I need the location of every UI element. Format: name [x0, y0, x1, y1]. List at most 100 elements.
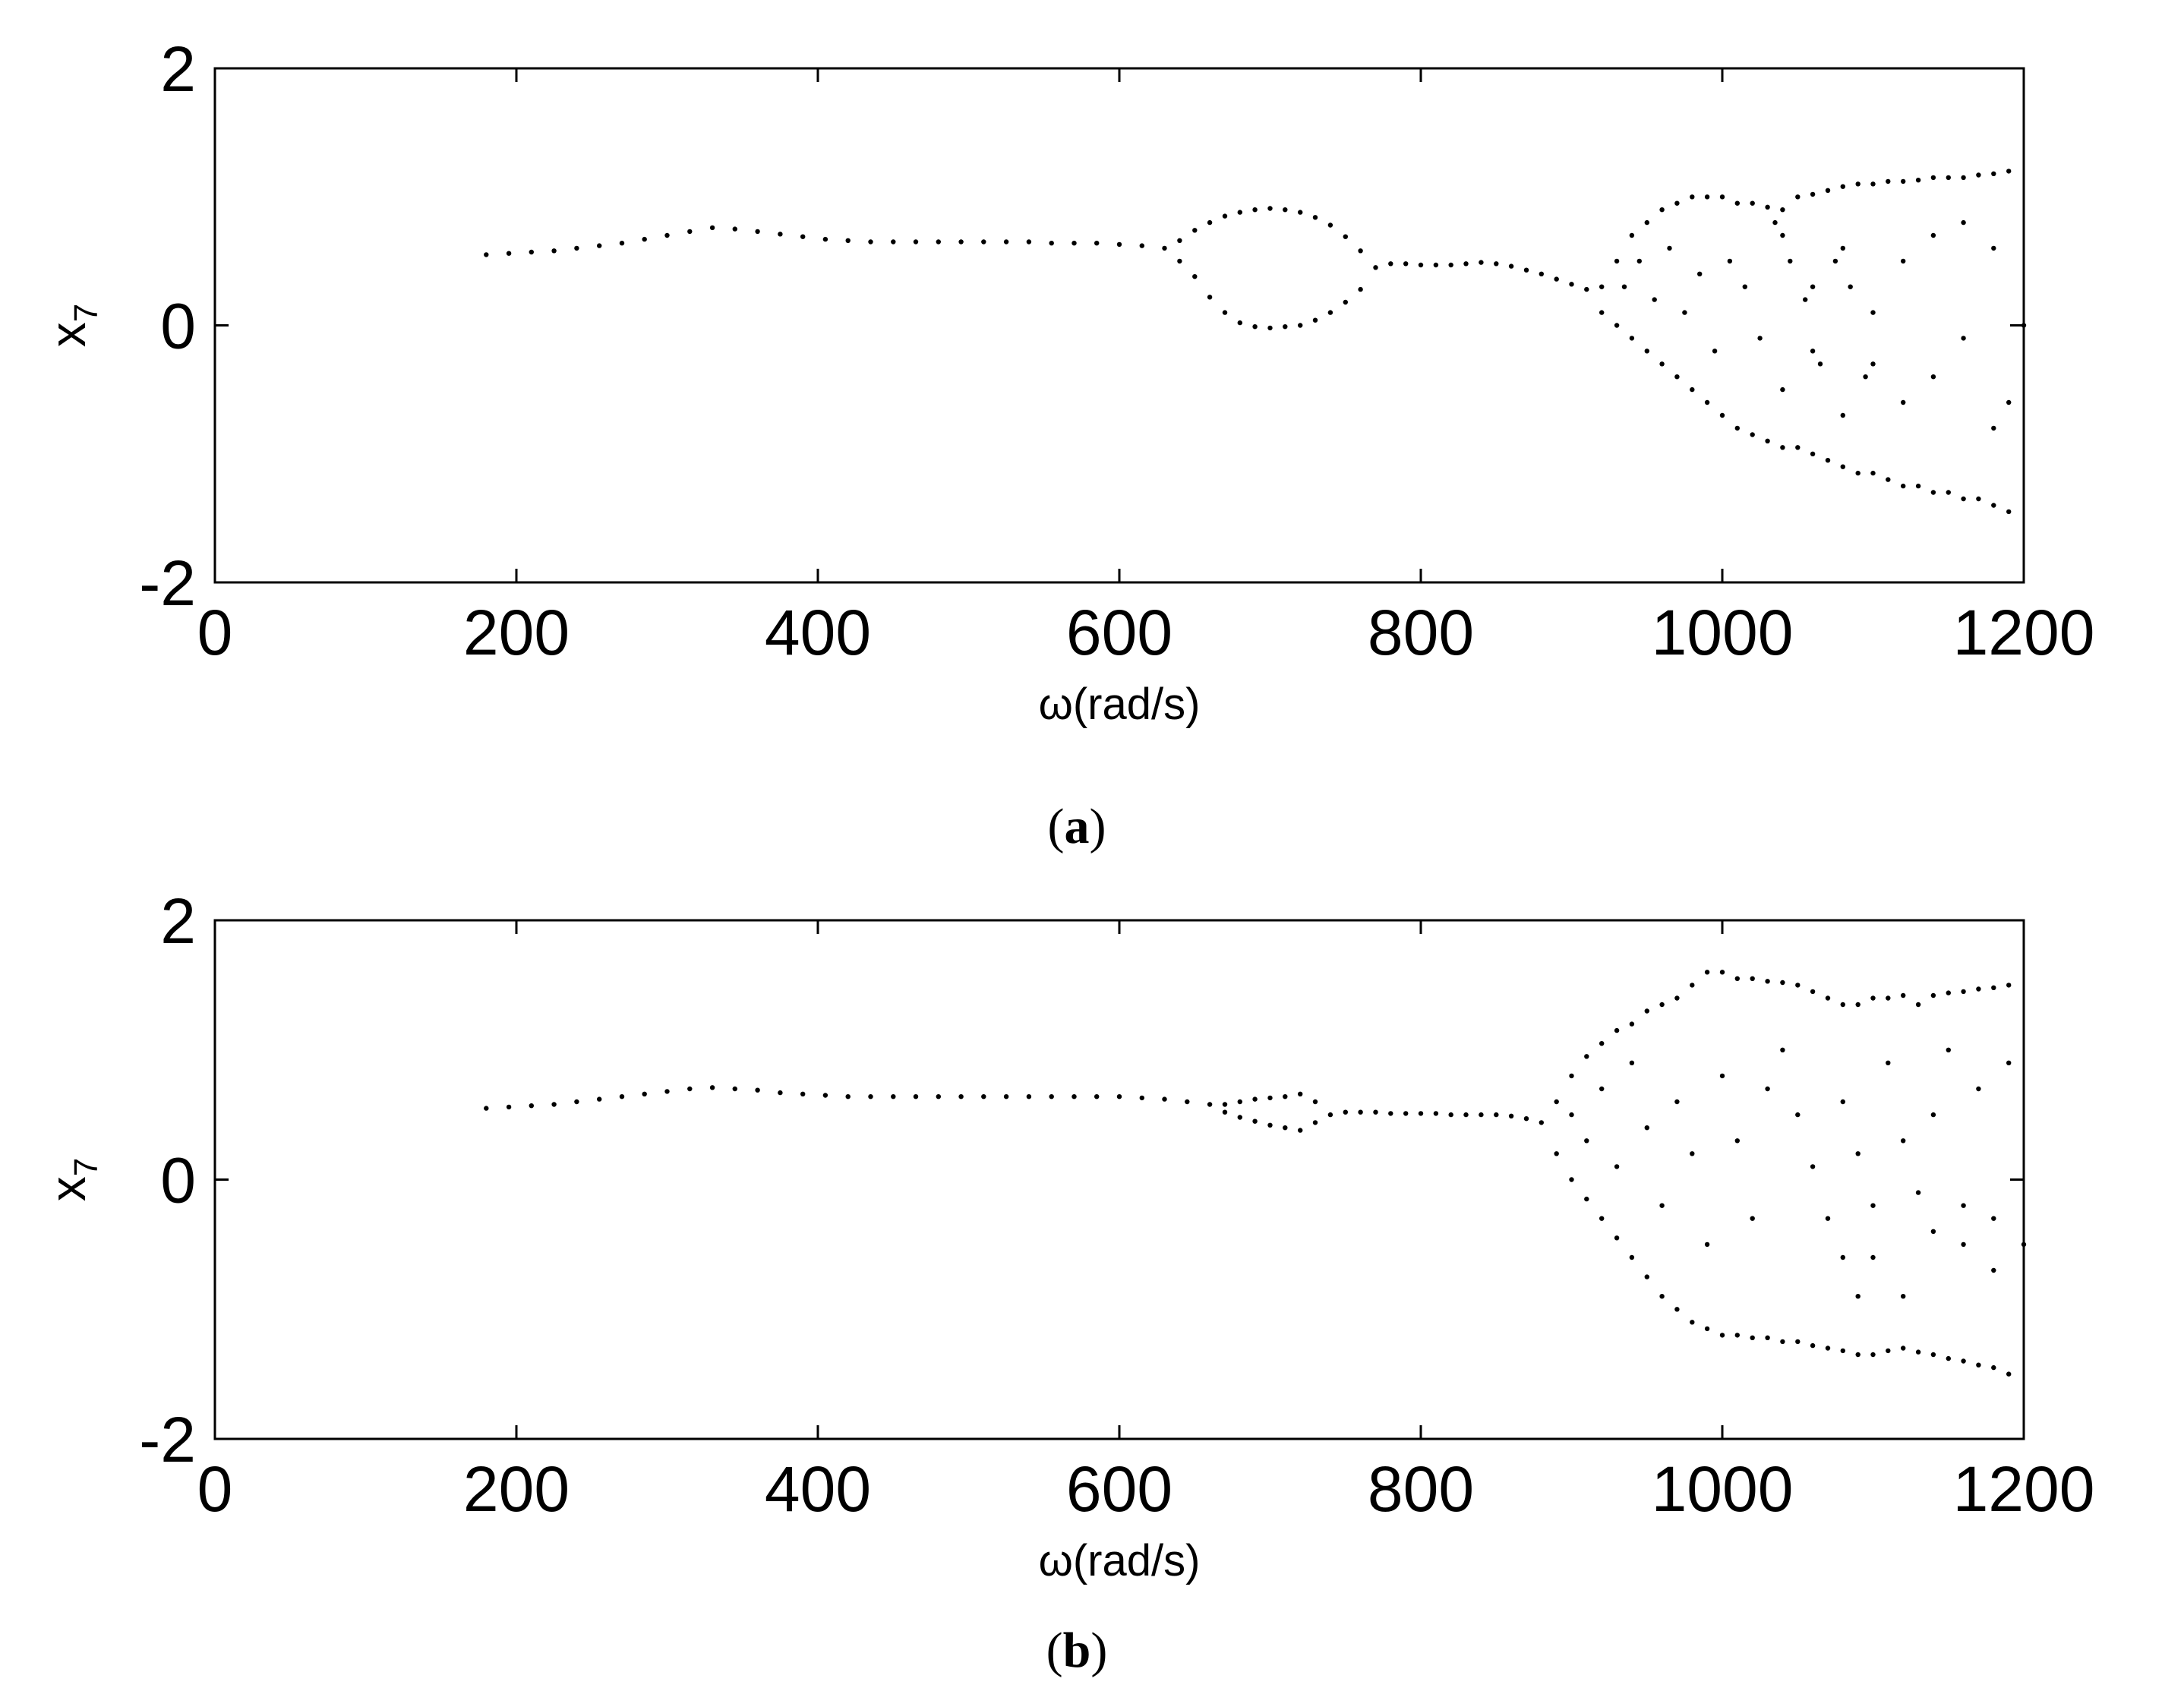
panel-b-data-point	[2006, 1371, 2012, 1377]
panel-a-data-point	[981, 239, 986, 245]
panel-b-data-point	[1569, 1112, 1574, 1118]
panel-b-data-point	[1222, 1109, 1228, 1115]
panel-a-data-point	[1719, 412, 1725, 418]
panel-a-data-point	[1780, 445, 1785, 450]
panel-a-data-point	[1734, 200, 1740, 206]
panel-b-x-tick-label: 200	[463, 1453, 570, 1525]
panel-a-data-point	[1930, 175, 1936, 181]
panel-b-data-point	[1569, 1073, 1574, 1079]
panel-a-data-point	[1840, 464, 1845, 469]
panel-b-data-point	[1795, 983, 1801, 988]
panel-b-data-point	[1886, 1060, 1891, 1066]
panel-a-data-point	[1742, 284, 1747, 289]
panel-b-data-point	[1629, 1021, 1635, 1027]
panel-b-data-point	[1901, 1346, 1906, 1351]
panel-a-data-point	[1312, 215, 1318, 220]
panel-b-data-point	[845, 1094, 851, 1099]
panel-b-data-point	[1283, 1094, 1288, 1099]
panel-b-data-point	[574, 1099, 579, 1105]
panel-a-data-point	[1682, 310, 1687, 315]
panel-a-data-point	[1071, 241, 1077, 246]
panel-b-data-point	[1116, 1094, 1122, 1099]
panel-a-data-point	[1840, 245, 1845, 251]
panel-b-data-point	[1795, 1339, 1801, 1345]
panel-a-x-axis-title: ω(rad/s)	[1039, 680, 1201, 729]
panel-a-y-axis-title-main: x	[39, 322, 96, 347]
panel-b-data-point	[1267, 1095, 1273, 1101]
panel-a-data-point	[1930, 374, 1936, 380]
panel-b-data-point	[913, 1094, 919, 1099]
panel-a-data-point	[1177, 258, 1182, 264]
panel-b-data-point	[1049, 1094, 1054, 1099]
panel-b-y-axis-title-sub: 7	[68, 1158, 105, 1176]
panel-a-data-point	[2006, 169, 2012, 174]
panel-a-data-point	[958, 239, 964, 245]
panel-b-data-point	[1094, 1094, 1100, 1099]
panel-b-data-point	[1840, 1254, 1845, 1260]
panel-b-data-point	[1930, 992, 1936, 999]
panel-a-data-point	[1795, 194, 1801, 200]
panel-a-data-point	[1863, 374, 1868, 380]
panel-a-data-point	[1795, 445, 1801, 450]
panel-a-data-point	[1976, 172, 1981, 178]
panel-b-data-point	[597, 1096, 602, 1102]
panel-b-data-point	[1901, 992, 1906, 999]
panel-a-data-point	[709, 225, 715, 231]
panel-a-data-point	[1870, 361, 1876, 367]
panel-a-data-point	[1267, 325, 1273, 331]
panel-b-data-point	[891, 1094, 896, 1099]
panel-b-data-point	[1780, 1339, 1785, 1345]
panel-b-data-point	[1780, 980, 1785, 986]
panel-b-data-point	[1312, 1120, 1318, 1125]
panel-a-data-point	[1629, 232, 1635, 238]
panel-b-data-point	[778, 1090, 783, 1096]
panel-b-y-tick-label: -2	[139, 1404, 196, 1475]
panel-b-data-point	[1870, 1352, 1876, 1358]
panel-a-data-point	[845, 238, 851, 243]
panel-a-data-point	[1946, 490, 1951, 495]
panel-a-data-point	[1780, 232, 1785, 238]
panel-b-data-point	[664, 1089, 670, 1094]
panel-b-data-point	[1599, 1041, 1605, 1046]
panel-b-data-point	[1840, 1002, 1845, 1008]
panel-b-x-tick-label: 1200	[1953, 1453, 2095, 1525]
panel-a-data-point	[936, 239, 942, 245]
panel-a-data-point	[1049, 241, 1054, 246]
panel-b-data-point	[1222, 1102, 1228, 1107]
panel-b-data-point	[1840, 1099, 1845, 1105]
panel-a-data-point	[822, 236, 828, 242]
panel-a-data-point	[1667, 245, 1672, 251]
panel-b-data-point	[1298, 1091, 1303, 1097]
panel-a-data-point	[1832, 258, 1838, 264]
panel-b-data-point	[1494, 1112, 1499, 1118]
panel-a-data-point	[1930, 490, 1936, 495]
panel-a-x-tick-label: 1200	[1953, 597, 2095, 668]
panel-a-data-point	[2006, 399, 2012, 405]
panel-b-y-axis-title-main: x	[39, 1176, 96, 1201]
panel-a-data-point	[1358, 286, 1363, 292]
panel-b-data-point	[1915, 1002, 1921, 1008]
panel-a-data-point	[868, 239, 873, 245]
panel-a-data-point	[2006, 509, 2012, 515]
panel-a-data-point	[1252, 324, 1258, 330]
panel-a-data-point	[1312, 317, 1318, 323]
panel-b-data-point	[732, 1086, 737, 1092]
panel-b-data-point	[1961, 1203, 1966, 1208]
panel-b-data-point	[1930, 1229, 1936, 1235]
panel-b-data-point	[1704, 1241, 1710, 1248]
panel-b-data-point	[1976, 1086, 1981, 1092]
panel-a-data-point	[1659, 207, 1665, 213]
panel-b-data-point	[1810, 1164, 1816, 1169]
panel-a-data-point	[1614, 323, 1620, 328]
panel-a-data-point	[755, 229, 760, 235]
panel-a-y-axis-title: x7	[39, 304, 105, 347]
panel-a-data-point	[1930, 232, 1936, 238]
panel-b-caption-close: )	[1090, 1623, 1107, 1678]
panel-a-data-point	[1991, 245, 1996, 251]
panel-a-x-tick-label: 600	[1066, 597, 1172, 668]
panel-b-data-point	[1629, 1060, 1635, 1066]
panel-b-data-point	[1765, 1086, 1770, 1092]
panel-a-data-point	[1636, 258, 1642, 264]
panel-a-data-point	[1788, 258, 1793, 264]
panel-b-data-point	[1690, 1151, 1695, 1156]
